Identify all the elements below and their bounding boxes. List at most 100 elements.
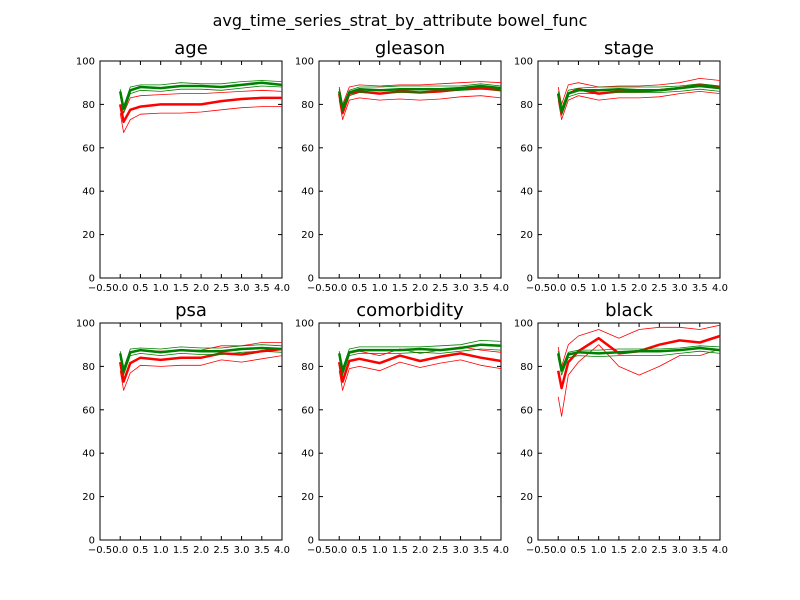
y-tick-label: 0 — [527, 274, 533, 285]
x-tick-label: 1.5 — [392, 283, 408, 294]
y-tick-label: 40 — [82, 187, 95, 198]
y-tick-label: 100 — [295, 57, 314, 68]
subplot-title: black — [605, 300, 653, 321]
x-tick-label: −0.5 — [307, 545, 331, 556]
x-tick-label: 0.5 — [132, 545, 148, 556]
y-tick-label: 0 — [89, 536, 95, 547]
x-tick-label: −0.5 — [88, 545, 112, 556]
subplot-title: gleason — [375, 38, 445, 59]
series-line-green-mean — [556, 346, 721, 372]
y-tick-label: 20 — [520, 492, 533, 503]
y-tick-label: 100 — [76, 57, 95, 68]
x-tick-label: 2.0 — [631, 283, 647, 294]
series-line-green-lower — [338, 348, 502, 376]
x-tick-label: 2.0 — [193, 545, 209, 556]
y-tick-label: 100 — [76, 319, 95, 330]
x-tick-label: 3.5 — [473, 545, 489, 556]
series-line-green-mean — [118, 81, 283, 110]
x-tick-label: 0.5 — [351, 283, 367, 294]
x-tick-label: 1.0 — [372, 283, 388, 294]
x-tick-label: 1.0 — [591, 545, 607, 556]
series-line-red-upper — [557, 78, 721, 105]
series-line-green-lower — [557, 350, 721, 376]
series-line-red-lower — [557, 91, 721, 120]
x-tick-label: 1.5 — [392, 545, 408, 556]
y-tick-label: 60 — [301, 405, 314, 416]
x-tick-label: 2.5 — [213, 545, 229, 556]
y-tick-label: 80 — [82, 100, 95, 111]
subplot-title: comorbidity — [356, 300, 464, 321]
y-tick-label: 20 — [82, 230, 95, 241]
y-tick-label: 40 — [520, 449, 533, 460]
series-line-red-mean — [337, 352, 502, 383]
y-tick-label: 40 — [301, 187, 314, 198]
y-tick-label: 100 — [514, 57, 533, 68]
subplot-black: black −0.5 0.0 0.5 1.0 1.5 2.0 2.5 3.0 3.5 4.0 0 20 4… — [514, 300, 728, 556]
subplot-gleason: gleason −0.5 0.0 0.5 1.0 1.5 2.0 2.5 3.0 3.5 4.0 0 2… — [295, 38, 509, 294]
x-tick-label: 2.5 — [651, 545, 667, 556]
y-tick-label: 20 — [82, 492, 95, 503]
y-tick-label: 60 — [520, 405, 533, 416]
x-tick-label: 1.0 — [372, 545, 388, 556]
x-tick-label: 0.5 — [351, 545, 367, 556]
x-tick-label: 2.5 — [651, 283, 667, 294]
x-tick-label: 2.0 — [412, 545, 428, 556]
series-line-green-lower — [338, 88, 502, 112]
y-tick-label: 20 — [520, 230, 533, 241]
x-tick-label: 4.0 — [274, 545, 290, 556]
subplot-title: age — [174, 38, 208, 59]
x-tick-label: 4.0 — [493, 283, 509, 294]
series-line-red-upper — [338, 81, 502, 105]
y-tick-label: 80 — [301, 100, 314, 111]
x-tick-label: 4.0 — [274, 283, 290, 294]
x-tick-label: 3.0 — [672, 283, 688, 294]
subplot-title: psa — [175, 300, 207, 321]
series-line-red-lower — [557, 344, 721, 417]
plot-area — [318, 60, 502, 279]
x-tick-label: −0.5 — [526, 545, 550, 556]
subplot-comorbidity: comorbidity −0.5 0.0 0.5 1.0 1.5 2.0 2.5 3.0 3.5 4… — [295, 300, 509, 556]
y-tick-label: 20 — [301, 492, 314, 503]
y-tick-label: 60 — [82, 143, 95, 154]
y-tick-label: 0 — [308, 274, 314, 285]
x-tick-label: 0.5 — [570, 545, 586, 556]
y-tick-label: 80 — [301, 362, 314, 373]
x-tick-label: 4.0 — [712, 545, 728, 556]
x-tick-label: 1.0 — [591, 283, 607, 294]
x-tick-label: 3.0 — [672, 545, 688, 556]
y-tick-label: 60 — [520, 143, 533, 154]
subplot-age: age −0.5 0.0 0.5 1.0 1.5 2.0 2.5 3.0 3.5 4.0 0 20 40 6… — [76, 38, 290, 294]
series-line-red-lower — [119, 355, 283, 391]
y-tick-label: 20 — [301, 230, 314, 241]
figure-suptitle: avg_time_series_strat_by_attribute bowel… — [213, 11, 588, 31]
x-tick-label: 2.5 — [432, 283, 448, 294]
x-tick-label: 3.0 — [234, 545, 250, 556]
y-tick-label: 0 — [308, 536, 314, 547]
series-line-red-upper — [119, 89, 283, 114]
x-tick-label: 0.0 — [550, 545, 566, 556]
x-tick-label: 0.0 — [112, 545, 128, 556]
subplot-grid: age−0.5 0.0 0.5 1.0 1.5 2.0 2.5 3.0 3.5 4.0020406… — [76, 38, 728, 556]
y-tick-label: 80 — [520, 100, 533, 111]
x-tick-label: −0.5 — [307, 283, 331, 294]
y-tick-label: 40 — [520, 187, 533, 198]
x-tick-label: 2.5 — [432, 545, 448, 556]
series-line-red-mean — [118, 347, 283, 383]
x-tick-label: 1.5 — [173, 545, 189, 556]
series-line-red-upper — [557, 324, 721, 367]
x-tick-label: −0.5 — [88, 283, 112, 294]
x-tick-label: 0.0 — [331, 545, 347, 556]
x-tick-label: 3.5 — [473, 283, 489, 294]
x-tick-label: 0.0 — [550, 283, 566, 294]
x-tick-label: 1.5 — [173, 283, 189, 294]
subplot-psa: psa −0.5 0.0 0.5 1.0 1.5 2.0 2.5 3.0 3.5 4.0 0 20 40 6… — [76, 300, 290, 556]
x-tick-label: 0.0 — [112, 283, 128, 294]
y-tick-label: 0 — [527, 536, 533, 547]
x-tick-label: −0.5 — [526, 283, 550, 294]
x-tick-label: 3.0 — [453, 545, 469, 556]
series-line-green-mean — [118, 346, 283, 372]
y-tick-label: 40 — [82, 449, 95, 460]
x-tick-label: 1.0 — [153, 545, 169, 556]
series-line-red-lower — [338, 359, 502, 391]
